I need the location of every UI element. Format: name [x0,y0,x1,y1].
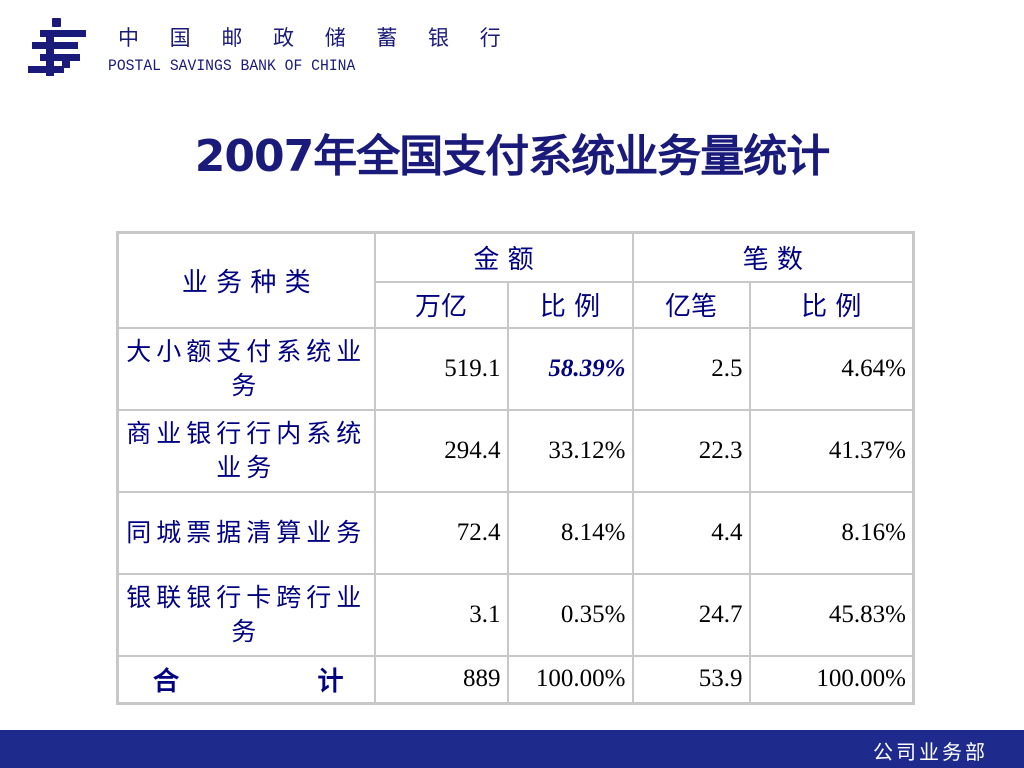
payment-statistics-table: 业 务 种 类 金 额 笔 数 万亿 比 例 亿笔 比 例 大小额支付系统业务 … [116,231,915,705]
header-count-ratio: 比 例 [748,280,915,329]
total-label-first: 合 [153,666,180,697]
row-category: 大小额支付系统业务 [116,326,376,411]
row-count-ratio: 45.83% [748,572,915,657]
row-count: 2.5 [631,326,751,411]
total-label-last: 计 [317,666,344,697]
row-category: 商业银行行内系统业务 [116,408,376,493]
slide-title: 2007年全国支付系统业务量统计 [194,131,830,182]
header-amount-ratio: 比 例 [506,280,634,329]
row-category: 同城票据清算业务 [116,490,376,575]
footer-department: 公司业务部 [873,740,988,764]
header-amount-unit: 万亿 [373,280,509,329]
table-row: 同城票据清算业务 72.4 8.14% 4.4 8.16% [116,490,915,575]
total-count: 53.9 [631,654,751,705]
footer-bar: 公司业务部 [0,730,1024,768]
postal-savings-logo-icon [28,18,86,76]
row-amount: 72.4 [373,490,509,575]
row-count-ratio: 8.16% [748,490,915,575]
table-row: 银联银行卡跨行业务 3.1 0.35% 24.7 45.83% [116,572,915,657]
row-amount-ratio: 0.35% [506,572,634,657]
row-category: 银联银行卡跨行业务 [116,572,376,657]
bank-name-cn: 中 国 邮 政 储 蓄 银 行 [118,26,513,50]
table-row: 大小额支付系统业务 519.1 58.39% 2.5 4.64% [116,326,915,411]
header-count-unit: 亿笔 [631,280,751,329]
table-row: 商业银行行内系统业务 294.4 33.12% 22.3 41.37% [116,408,915,493]
row-amount: 519.1 [373,326,509,411]
row-amount: 3.1 [373,572,509,657]
row-count: 24.7 [631,572,751,657]
total-amount: 889 [373,654,509,705]
table-header-row: 业 务 种 类 金 额 笔 数 [116,231,915,329]
row-count: 4.4 [631,490,751,575]
table-total-row: 合 计 889 100.00% 53.9 100.00% [116,654,915,705]
header-amount-group: 金 额 [373,231,634,283]
bank-name-en: POSTAL SAVINGS BANK OF CHINA [108,57,356,75]
header-category: 业 务 种 类 [116,231,376,329]
row-amount: 294.4 [373,408,509,493]
total-amount-ratio: 100.00% [506,654,634,705]
row-amount-ratio: 33.12% [506,408,634,493]
row-count-ratio: 4.64% [748,326,915,411]
row-count-ratio: 41.37% [748,408,915,493]
row-count: 22.3 [631,408,751,493]
total-label: 合 计 [116,654,376,705]
table-subheader-row: 万亿 比 例 亿笔 比 例 [118,280,915,329]
row-amount-ratio: 8.14% [506,490,634,575]
header-count-group: 笔 数 [631,231,915,283]
total-count-ratio: 100.00% [748,654,915,705]
row-amount-ratio: 58.39% [506,326,634,411]
